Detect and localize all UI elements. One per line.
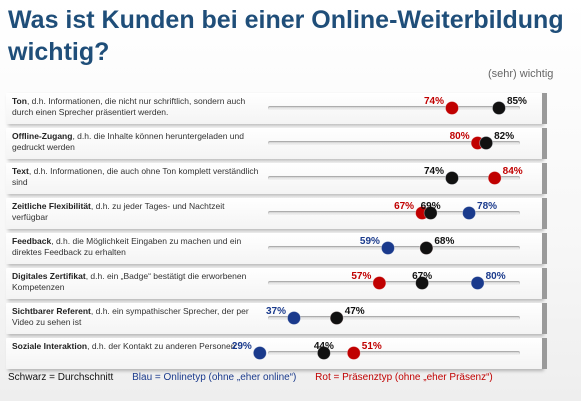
average-point: [492, 101, 506, 115]
row-label-bold: Digitales Zertifikat: [12, 271, 86, 281]
average-point: [419, 241, 434, 255]
data-label: 80%: [486, 271, 506, 282]
chart-row: Sichtbarer Referent, d.h. ein sympathisc…: [6, 303, 542, 334]
legend-presence: Rot = Präsenztyp (ohne „eher Präsenz“): [315, 372, 493, 383]
data-label: 74%: [424, 96, 444, 107]
row-label-rest: , d.h. die Möglichkeit Eingaben zu mache…: [12, 236, 242, 257]
data-label: 57%: [351, 271, 371, 282]
value-track: [268, 351, 520, 355]
presence-point: [346, 346, 361, 360]
row-label: Text, d.h. Informationen, die auch ohne …: [12, 166, 262, 188]
row-label: Soziale Interaktion, d.h. der Kontakt zu…: [12, 341, 262, 352]
average-point: [415, 276, 429, 290]
row-label-bold: Soziale Interaktion: [12, 341, 88, 351]
row-label-rest: , d.h. der Kontakt zu anderen Personen: [87, 341, 236, 351]
legend: Schwarz = Durchschnitt Blau = Onlinetyp …: [8, 372, 509, 383]
data-label: 68%: [434, 236, 454, 247]
row-label-bold: Text: [12, 166, 29, 176]
row-edge-bar: [542, 338, 547, 369]
chart-row: Offline-Zugang, d.h. die Inhalte können …: [6, 128, 542, 159]
row-label-rest: , d.h. ein sympathischer Sprecher, der p…: [12, 306, 249, 327]
row-label-bold: Offline-Zugang: [12, 131, 73, 141]
chart-title: Was ist Kunden bei einer Online-Weiterbi…: [8, 6, 564, 66]
online-point: [470, 276, 485, 290]
row-label: Sichtbarer Referent, d.h. ein sympathisc…: [12, 306, 262, 328]
row-label-rest: , d.h. die Inhalte können heruntergelade…: [12, 131, 244, 152]
row-label: Digitales Zertifikat, d.h. ein „Badge“ b…: [12, 271, 262, 293]
legend-online: Blau = Onlinetyp (ohne „eher online“): [132, 372, 297, 383]
average-point: [316, 346, 331, 360]
row-label-rest: , d.h. Informationen, die nicht nur schr…: [12, 96, 246, 117]
row-edge-bar: [542, 128, 547, 159]
row-edge-bar: [542, 198, 547, 229]
data-label: 78%: [477, 201, 497, 212]
value-track: [268, 211, 520, 215]
scale-label: (sehr) wichtig: [488, 68, 554, 80]
average-point: [445, 171, 459, 185]
online-point: [381, 241, 395, 255]
data-label: 51%: [362, 341, 382, 352]
row-label: Feedback, d.h. die Möglichkeit Eingaben …: [12, 236, 262, 258]
row-label-bold: Zeitliche Flexibilität: [12, 201, 91, 211]
chart-row: Zeitliche Flexibilität, d.h. zu jeder Ta…: [6, 198, 542, 229]
online-point: [462, 206, 476, 220]
data-label: 67%: [412, 271, 432, 282]
presence-point: [445, 101, 459, 115]
presence-point: [372, 276, 387, 290]
average-point: [329, 311, 344, 325]
value-track: [268, 316, 520, 320]
row-edge-bar: [542, 93, 547, 124]
value-track: [268, 176, 520, 180]
data-label: 47%: [345, 306, 365, 317]
row-label-bold: Feedback: [12, 236, 52, 246]
data-label: 29%: [232, 341, 252, 352]
value-track: [268, 141, 520, 145]
row-edge-bar: [542, 233, 547, 264]
online-point: [252, 346, 267, 360]
row-edge-bar: [542, 303, 547, 334]
data-label: 74%: [424, 166, 444, 177]
legend-average: Schwarz = Durchschnitt: [8, 372, 114, 383]
data-label: 82%: [494, 131, 514, 142]
online-point: [287, 311, 301, 325]
data-label: 67%: [394, 201, 414, 212]
data-label: 59%: [360, 236, 380, 247]
presence-point: [487, 171, 502, 185]
row-label-rest: , d.h. ein „Badge“ bestätigt die erworbe…: [12, 271, 247, 292]
average-point: [479, 136, 494, 150]
value-track: [268, 106, 520, 110]
data-label: 84%: [503, 166, 523, 177]
value-track: [268, 281, 520, 285]
chart-row: Digitales Zertifikat, d.h. ein „Badge“ b…: [6, 268, 542, 299]
row-label-bold: Sichtbarer Referent: [12, 306, 91, 316]
average-point: [423, 206, 438, 220]
row-label: Offline-Zugang, d.h. die Inhalte können …: [12, 131, 262, 153]
row-edge-bar: [542, 163, 547, 194]
data-label: 80%: [450, 131, 470, 142]
data-label: 37%: [266, 306, 286, 317]
row-label-rest: , d.h. Informationen, die auch ohne Ton …: [12, 166, 259, 187]
data-label: 44%: [314, 341, 334, 352]
chart-row: Soziale Interaktion, d.h. der Kontakt zu…: [6, 338, 542, 369]
row-label: Zeitliche Flexibilität, d.h. zu jeder Ta…: [12, 201, 262, 223]
row-label-rest: , d.h. zu jeder Tages- und Nachtzeit ver…: [12, 201, 225, 222]
row-edge-bar: [542, 268, 547, 299]
data-label: 69%: [421, 201, 441, 212]
row-label-bold: Ton: [12, 96, 27, 106]
row-label: Ton, d.h. Informationen, die nicht nur s…: [12, 96, 262, 118]
data-label: 85%: [507, 96, 527, 107]
